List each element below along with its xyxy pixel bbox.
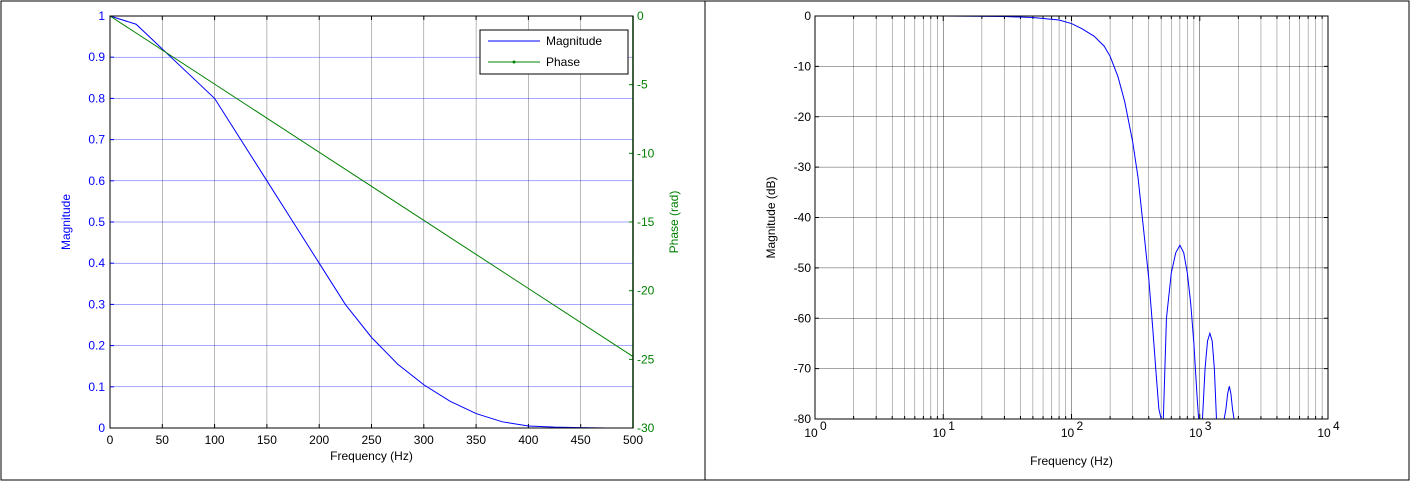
chart2-y-tick-label: 0 bbox=[804, 9, 811, 23]
chart1-x-tick-label: 400 bbox=[518, 433, 538, 447]
chart2-y-tick-label: -70 bbox=[794, 362, 812, 376]
chart1-y-tick-labels: 0 0.1 0.2 0.3 0.4 0.5 0.6 0.7 0.8 0.9 1 bbox=[88, 9, 105, 435]
chart1-y-tick-label: 0.7 bbox=[88, 133, 105, 147]
chart1-y2-tick-label: -30 bbox=[637, 421, 655, 435]
chart1-y2-tick-labels: 0 -5 -10 -15 -20 -25 -30 bbox=[637, 9, 655, 435]
chart1-y-tick-label: 0.8 bbox=[88, 91, 105, 105]
chart1-y-tick-label: 0.9 bbox=[88, 50, 105, 64]
chart1-y-tick-label: 0.1 bbox=[88, 380, 105, 394]
chart2-x-tick-label: 10 bbox=[1189, 426, 1203, 440]
chart2-x-tick-exponent: 4 bbox=[1333, 419, 1340, 433]
chart1-x-tick-label: 450 bbox=[571, 433, 591, 447]
chart1-y2-tick-label: -5 bbox=[637, 78, 648, 92]
chart1-x-tick-label: 300 bbox=[414, 433, 434, 447]
chart1-y-axis-label: Magnitude bbox=[59, 194, 73, 250]
chart2-x-axis-label: Frequency (Hz) bbox=[1030, 454, 1113, 468]
chart2-x-tick-label: 10 bbox=[804, 426, 818, 440]
chart1-y2-tick-label: 0 bbox=[637, 9, 644, 23]
chart1-y2-tick-label: -15 bbox=[637, 215, 655, 229]
chart1-x-tick-label: 0 bbox=[107, 433, 114, 447]
chart1-grid bbox=[109, 15, 634, 429]
chart2-y-tick-label: -40 bbox=[794, 211, 812, 225]
chart1-y-tick-label: 0.3 bbox=[88, 297, 105, 311]
legend-phase-label: Phase bbox=[546, 55, 580, 69]
chart2-y-axis-label: Magnitude (dB) bbox=[764, 176, 778, 258]
chart1-y-tick-label: 0.6 bbox=[88, 174, 105, 188]
chart1-x-tick-label: 250 bbox=[361, 433, 381, 447]
chart1-x-tick-label: 50 bbox=[156, 433, 170, 447]
chart2-y-tick-label: -10 bbox=[794, 59, 812, 73]
chart1-x-axis-label: Frequency (Hz) bbox=[330, 449, 413, 463]
legend-magnitude-label: Magnitude bbox=[546, 34, 602, 48]
chart1-y-tick-label: 1 bbox=[98, 9, 105, 23]
chart2-x-tick-labels: 10 0 10 1 10 2 10 3 10 4 bbox=[804, 419, 1340, 440]
chart1-y2-tick-label: -20 bbox=[637, 284, 655, 298]
chart2-y-tick-label: -50 bbox=[794, 261, 812, 275]
chart2-x-tick-exponent: 2 bbox=[1077, 419, 1084, 433]
chart2-series bbox=[815, 15, 1239, 420]
chart2-x-tick-exponent: 1 bbox=[948, 419, 955, 433]
chart1-x-tick-label: 200 bbox=[309, 433, 329, 447]
chart1-y-tick-label: 0.4 bbox=[88, 256, 105, 270]
chart1-y2-tick-label: -10 bbox=[637, 146, 655, 160]
chart2-grid bbox=[814, 15, 1329, 420]
chart1-x-tick-label: 350 bbox=[466, 433, 486, 447]
chart1-series-phase-line bbox=[109, 15, 634, 358]
magnitude-db-chart: 10 0 10 1 10 2 10 3 10 4 0-10-20-30-40-50-60-70-8… bbox=[764, 9, 1340, 468]
chart2-x-tick-label: 10 bbox=[933, 426, 947, 440]
chart1-series-magnitude-line bbox=[109, 15, 633, 429]
chart2-x-tick-exponent: 3 bbox=[1205, 419, 1212, 433]
chart2-y-tick-label: -60 bbox=[794, 311, 812, 325]
chart1-y2-axis-label: Phase (rad) bbox=[667, 191, 681, 254]
chart2-y-tick-label: -20 bbox=[794, 110, 812, 124]
chart1-series bbox=[109, 15, 634, 429]
chart1-y-tick-label: 0 bbox=[98, 421, 105, 435]
chart1-y-tick-label: 0.5 bbox=[88, 215, 105, 229]
chart1-x-tick-labels: 0 50 100 150 200 250 300 350 400 450 500 bbox=[107, 433, 644, 447]
legend-box bbox=[479, 29, 629, 75]
magnitude-phase-chart: 0 50 100 150 200 250 300 350 400 450 500 0 0.1 0.2 0.… bbox=[59, 9, 681, 463]
chart1-x-tick-label: 500 bbox=[623, 433, 643, 447]
chart2-x-tick-exponent: 0 bbox=[820, 419, 827, 433]
chart1-y-tick-label: 0.2 bbox=[88, 339, 105, 353]
chart2-y-tick-label: -80 bbox=[794, 412, 812, 426]
chart1-x-tick-label: 150 bbox=[257, 433, 277, 447]
chart1-plot-frame bbox=[109, 15, 634, 429]
chart1-x-tick-label: 100 bbox=[205, 433, 225, 447]
chart2-series-magnitude-db-line bbox=[815, 15, 1239, 420]
chart1-y2-tick-label: -25 bbox=[637, 352, 655, 366]
chart2-x-tick-label: 10 bbox=[1317, 426, 1331, 440]
chart2-plot-frame bbox=[814, 15, 1329, 420]
chart2-y-tick-label: -30 bbox=[794, 160, 812, 174]
chart2-y-tick-labels: 0 -10 -20 -30 -40 -50 -60 -70 -80 bbox=[794, 9, 812, 426]
legend-phase-marker bbox=[512, 60, 516, 64]
chart2-x-tick-label: 10 bbox=[1061, 426, 1075, 440]
chart1-legend: Magnitude Phase bbox=[479, 29, 629, 75]
